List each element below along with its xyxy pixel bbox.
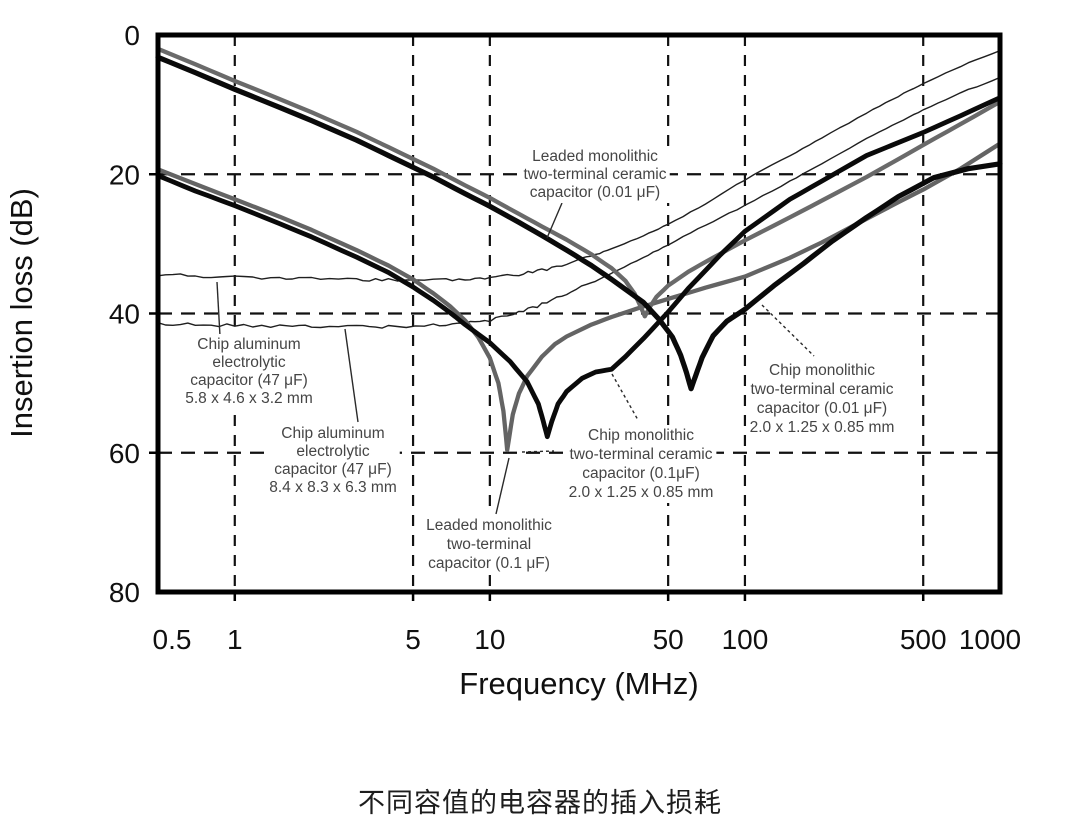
x-tick-label-5: 5 bbox=[405, 624, 421, 655]
y-axis-title: Insertion loss (dB) bbox=[4, 188, 39, 438]
chart-svg: 0.5 1 5 10 50 100 500 1000 0 20 40 60 80 Leaded mono… bbox=[4, 20, 1021, 701]
annotation-chip-electrolytic-5p8-label-line2: electrolytic bbox=[212, 354, 285, 371]
x-tick-label-1000: 1000 bbox=[959, 624, 1021, 655]
x-tick-label-10: 10 bbox=[474, 624, 505, 655]
gridlines bbox=[158, 35, 1000, 592]
curve-chip-aluminum-electrolytic-8p4mm bbox=[157, 76, 1001, 329]
axis-ticks bbox=[149, 173, 925, 601]
annotation-chip-electrolytic-8p4-label-line1: Chip aluminum bbox=[281, 425, 384, 442]
annotation-chip-ceramic-0p01uF-label-line1: Chip monolithic bbox=[769, 362, 875, 379]
annotation-chip-ceramic-0p1uF-label-line1: Chip monolithic bbox=[588, 427, 694, 444]
annotation-leaded-0p1uF-label-line3: capacitor (0.1 μF) bbox=[428, 555, 550, 572]
annotation-chip-ceramic-0p1uF-label-line2: two-terminal ceramic bbox=[570, 446, 713, 463]
annotation-leaded-ceramic-0p01uF-label-line3: capacitor (0.01 μF) bbox=[530, 184, 660, 201]
annotation-bg bbox=[182, 334, 316, 409]
curve-group bbox=[155, 46, 1003, 453]
leader-chip-ceramic-0p1uF-label-2 bbox=[521, 450, 555, 453]
annotation-chip-electrolytic-5p8-label-line3: capacitor (47 μF) bbox=[190, 372, 307, 389]
annotation-chip-ceramic-0p1uF-label: Chip monolithic two-terminal ceramic capac… bbox=[565, 425, 717, 503]
x-tick-label-500: 500 bbox=[900, 624, 947, 655]
leader-leaded-0p1uF-label bbox=[495, 457, 510, 515]
annotation-chip-ceramic-0p01uF-label-line4: 2.0 x 1.25 x 0.85 mm bbox=[750, 419, 895, 436]
annotation-chip-electrolytic-8p4-label-line4: 8.4 x 8.3 x 6.3 mm bbox=[269, 479, 397, 496]
y-tick-label-60: 60 bbox=[109, 438, 140, 469]
annotation-bg bbox=[266, 423, 400, 498]
y-tick-label-80: 80 bbox=[109, 577, 140, 608]
x-tick-label-100: 100 bbox=[722, 624, 769, 655]
x-tick-label-50: 50 bbox=[653, 624, 684, 655]
annotation-chip-electrolytic-8p4-label-line2: electrolytic bbox=[296, 443, 369, 460]
annotation-leaded-0p1uF-label-line1: Leaded monolithic bbox=[426, 517, 552, 534]
y-tick-label-0: 0 bbox=[124, 20, 140, 51]
annotation-chip-ceramic-0p01uF-label-line3: capacitor (0.01 μF) bbox=[757, 400, 887, 417]
annotation-leaded-ceramic-0p01uF-label-line1: Leaded monolithic bbox=[532, 148, 658, 165]
annotation-leaded-ceramic-0p01uF-label-line2: two-terminal ceramic bbox=[524, 166, 667, 183]
leader-leaded-ceramic-0p01uF-label bbox=[546, 202, 563, 239]
axis-tick-labels: 0.5 1 5 10 50 100 500 1000 0 20 40 60 80 bbox=[109, 20, 1021, 655]
x-axis-title: Frequency (MHz) bbox=[459, 666, 698, 701]
annotation-bg bbox=[565, 425, 717, 503]
y-tick-label-40: 40 bbox=[109, 299, 140, 330]
x-tick-label-0.5: 0.5 bbox=[153, 624, 192, 655]
curve-leaded-monolithic-ceramic-0p01uF bbox=[155, 46, 1003, 319]
y-tick-label-20: 20 bbox=[109, 159, 140, 190]
curve-chip-monolithic-ceramic-0p1uF bbox=[155, 95, 1003, 440]
annotation-chip-ceramic-0p01uF-label-line2: two-terminal ceramic bbox=[751, 381, 894, 398]
leader-chip-electrolytic-5p8-label bbox=[216, 281, 221, 337]
annotation-chip-electrolytic-5p8-label-line1: Chip aluminum bbox=[197, 336, 300, 353]
annotation-chip-ceramic-0p01uF-label: Chip monolithic two-terminal ceramic capac… bbox=[746, 360, 898, 438]
annotation-leaded-0p1uF-label-line2: two-terminal bbox=[447, 536, 531, 553]
annotation-bg bbox=[423, 515, 556, 574]
curve-leaded-monolithic-0p1uF bbox=[155, 141, 1003, 453]
annotation-chip-ceramic-0p1uF-label-line4: 2.0 x 1.25 x 0.85 mm bbox=[569, 484, 714, 501]
annotation-leaders bbox=[216, 202, 815, 515]
x-tick-label-1: 1 bbox=[227, 624, 243, 655]
annotation-chip-electrolytic-5p8-label-line4: 5.8 x 4.6 x 3.2 mm bbox=[185, 390, 313, 407]
leader-chip-ceramic-0p1uF-label bbox=[611, 373, 639, 421]
annotation-chip-electrolytic-8p4-label-line3: capacitor (47 μF) bbox=[274, 461, 391, 478]
annotation-bg bbox=[520, 146, 670, 203]
curve-chip-monolithic-ceramic-0p01uF bbox=[155, 54, 1003, 392]
leader-chip-ceramic-0p01uF-label bbox=[761, 304, 815, 357]
annotation-chip-ceramic-0p1uF-label-line3: capacitor (0.1μF) bbox=[582, 465, 699, 482]
annotation-bg bbox=[746, 360, 898, 438]
caption: 不同容值的电容器的插入损耗 bbox=[358, 788, 722, 818]
leader-chip-electrolytic-8p4-label bbox=[344, 328, 359, 423]
annotation-leaded-0p1uF-label: Leaded monolithic two-terminal capacitor (… bbox=[423, 515, 556, 574]
